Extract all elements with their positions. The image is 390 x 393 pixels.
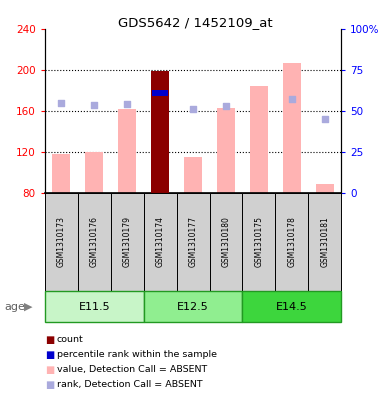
Point xyxy=(223,103,229,109)
Bar xyxy=(152,90,168,96)
Text: GSM1310180: GSM1310180 xyxy=(222,216,230,267)
Text: GSM1310174: GSM1310174 xyxy=(156,216,165,267)
Text: age: age xyxy=(4,301,25,312)
FancyBboxPatch shape xyxy=(111,193,144,291)
Text: GSM1310177: GSM1310177 xyxy=(188,216,198,267)
FancyBboxPatch shape xyxy=(45,193,78,291)
Text: E11.5: E11.5 xyxy=(78,301,110,312)
Text: GSM1310178: GSM1310178 xyxy=(287,216,296,267)
Text: GSM1310181: GSM1310181 xyxy=(320,216,329,267)
Text: ▶: ▶ xyxy=(24,301,32,312)
Text: ■: ■ xyxy=(45,365,54,375)
FancyBboxPatch shape xyxy=(275,193,308,291)
Point xyxy=(91,102,98,108)
Bar xyxy=(151,71,169,193)
FancyBboxPatch shape xyxy=(177,193,209,291)
Text: percentile rank within the sample: percentile rank within the sample xyxy=(57,351,216,359)
Bar xyxy=(283,63,301,193)
FancyBboxPatch shape xyxy=(78,193,111,291)
Bar xyxy=(217,108,235,193)
Point xyxy=(190,106,196,112)
Bar xyxy=(52,154,70,193)
Point xyxy=(124,101,130,107)
Text: ■: ■ xyxy=(45,380,54,390)
FancyBboxPatch shape xyxy=(144,193,177,291)
Text: rank, Detection Call = ABSENT: rank, Detection Call = ABSENT xyxy=(57,380,202,389)
Bar xyxy=(316,184,334,193)
Text: GSM1310179: GSM1310179 xyxy=(123,216,132,267)
Text: E14.5: E14.5 xyxy=(276,301,308,312)
Point xyxy=(58,100,64,106)
FancyBboxPatch shape xyxy=(209,193,243,291)
Bar xyxy=(85,152,103,193)
Bar xyxy=(250,86,268,193)
Point xyxy=(322,116,328,122)
Point xyxy=(289,95,295,102)
FancyBboxPatch shape xyxy=(45,291,144,322)
Text: value, Detection Call = ABSENT: value, Detection Call = ABSENT xyxy=(57,365,207,374)
FancyBboxPatch shape xyxy=(308,193,341,291)
Text: GSM1310176: GSM1310176 xyxy=(90,216,99,267)
Text: GSM1310173: GSM1310173 xyxy=(57,216,66,267)
Text: GDS5642 / 1452109_at: GDS5642 / 1452109_at xyxy=(118,17,272,29)
FancyBboxPatch shape xyxy=(243,291,341,322)
FancyBboxPatch shape xyxy=(144,291,243,322)
Bar xyxy=(118,109,136,193)
Text: count: count xyxy=(57,336,83,344)
Bar xyxy=(184,157,202,193)
Text: ■: ■ xyxy=(45,350,54,360)
FancyBboxPatch shape xyxy=(243,193,275,291)
Text: GSM1310175: GSM1310175 xyxy=(254,216,263,267)
Text: E12.5: E12.5 xyxy=(177,301,209,312)
Text: ■: ■ xyxy=(45,335,54,345)
